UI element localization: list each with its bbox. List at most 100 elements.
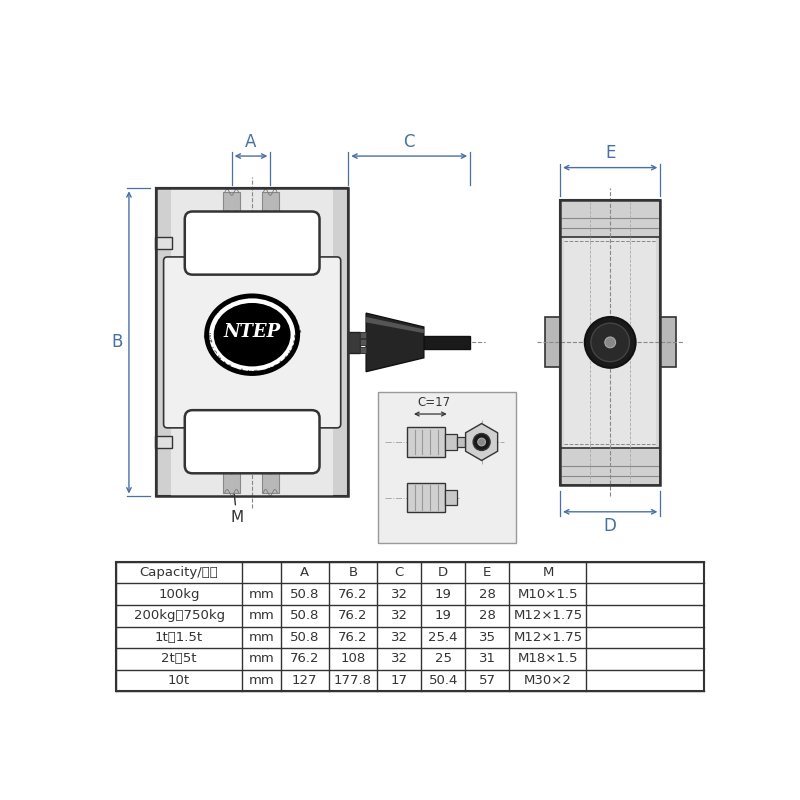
Text: 32: 32: [390, 610, 408, 622]
Text: E: E: [483, 566, 491, 579]
Circle shape: [605, 337, 615, 348]
FancyBboxPatch shape: [163, 257, 341, 428]
Text: 32: 32: [390, 631, 408, 644]
Text: mm: mm: [249, 674, 274, 687]
Text: O: O: [266, 297, 273, 303]
FancyBboxPatch shape: [185, 410, 319, 474]
Bar: [457, 438, 465, 446]
Text: 28: 28: [479, 610, 496, 622]
Text: D: D: [438, 566, 448, 579]
Text: 127: 127: [292, 674, 318, 687]
Bar: [660, 318, 676, 367]
Text: E: E: [605, 144, 615, 162]
Text: mm: mm: [249, 652, 274, 666]
Bar: [156, 189, 349, 496]
Text: E: E: [282, 306, 287, 311]
Circle shape: [473, 434, 490, 450]
Text: 31: 31: [479, 652, 496, 666]
Ellipse shape: [209, 298, 295, 371]
Bar: [407, 483, 446, 512]
Polygon shape: [366, 317, 424, 333]
Text: C: C: [293, 323, 298, 329]
Text: D: D: [604, 517, 617, 535]
Text: 177.8: 177.8: [334, 674, 372, 687]
Text: mm: mm: [249, 610, 274, 622]
Text: 1t～1.5t: 1t～1.5t: [155, 631, 203, 644]
Text: N: N: [272, 298, 278, 306]
Bar: [446, 490, 457, 506]
Text: I: I: [207, 346, 213, 349]
Ellipse shape: [206, 294, 299, 375]
Text: 25.4: 25.4: [429, 631, 458, 644]
Text: E: E: [288, 314, 294, 319]
FancyBboxPatch shape: [185, 211, 319, 274]
Text: M10×1.5: M10×1.5: [518, 588, 578, 601]
Text: A: A: [217, 306, 223, 311]
Text: 76.2: 76.2: [338, 588, 368, 601]
Text: 17: 17: [390, 674, 408, 687]
Text: 2t～5t: 2t～5t: [162, 652, 197, 666]
Text: M30×2: M30×2: [524, 674, 572, 687]
Text: A: A: [238, 369, 244, 374]
Text: 76.2: 76.2: [338, 610, 368, 622]
Bar: [156, 189, 349, 496]
Text: E: E: [294, 329, 299, 334]
Text: G: G: [210, 350, 216, 356]
Ellipse shape: [214, 303, 290, 366]
Text: M: M: [230, 474, 243, 526]
Text: Capacity/量程: Capacity/量程: [140, 566, 218, 579]
Text: A: A: [244, 294, 249, 300]
Text: 100kg: 100kg: [158, 588, 200, 601]
Bar: [223, 192, 240, 493]
Text: M18×1.5: M18×1.5: [518, 652, 578, 666]
Text: C: C: [394, 566, 404, 579]
Circle shape: [585, 317, 636, 368]
Text: 50.8: 50.8: [290, 631, 319, 644]
Text: I: I: [227, 299, 231, 305]
Bar: [360, 347, 366, 353]
Bar: [560, 200, 660, 237]
Bar: [156, 189, 349, 496]
Text: E: E: [294, 338, 299, 343]
Text: N: N: [213, 309, 219, 315]
Circle shape: [591, 323, 630, 362]
Text: E: E: [206, 338, 211, 343]
Circle shape: [478, 438, 486, 446]
Text: N: N: [290, 318, 297, 324]
Bar: [560, 200, 660, 485]
Text: A: A: [246, 133, 257, 150]
Text: A: A: [300, 566, 310, 579]
Text: T: T: [222, 302, 227, 308]
Text: 50.8: 50.8: [290, 610, 319, 622]
Text: 10t: 10t: [168, 674, 190, 687]
Text: 50.4: 50.4: [429, 674, 458, 687]
Bar: [155, 237, 172, 250]
Text: C=17: C=17: [418, 396, 450, 409]
Text: 35: 35: [479, 631, 496, 644]
Text: B: B: [111, 334, 122, 351]
Text: R: R: [285, 309, 291, 315]
Text: N: N: [206, 338, 211, 344]
Text: M: M: [542, 566, 554, 579]
Text: 25: 25: [434, 652, 452, 666]
Text: M12×1.75: M12×1.75: [514, 631, 582, 644]
Text: 108: 108: [340, 652, 366, 666]
Bar: [262, 192, 278, 493]
Text: 32: 32: [390, 588, 408, 601]
Text: mm: mm: [249, 631, 274, 644]
Bar: [545, 318, 560, 367]
Polygon shape: [466, 423, 498, 461]
Text: 200kg～750kg: 200kg～750kg: [134, 610, 225, 622]
Bar: [446, 434, 457, 450]
Text: 76.2: 76.2: [338, 631, 368, 644]
Bar: [155, 435, 172, 448]
Text: mm: mm: [249, 588, 274, 601]
Text: O: O: [231, 297, 238, 303]
Polygon shape: [366, 313, 424, 372]
Text: 19: 19: [435, 588, 452, 601]
Text: O: O: [205, 334, 210, 338]
Text: A: A: [279, 359, 286, 366]
Text: C: C: [262, 295, 266, 301]
Text: S: S: [284, 355, 290, 361]
Bar: [564, 204, 656, 481]
